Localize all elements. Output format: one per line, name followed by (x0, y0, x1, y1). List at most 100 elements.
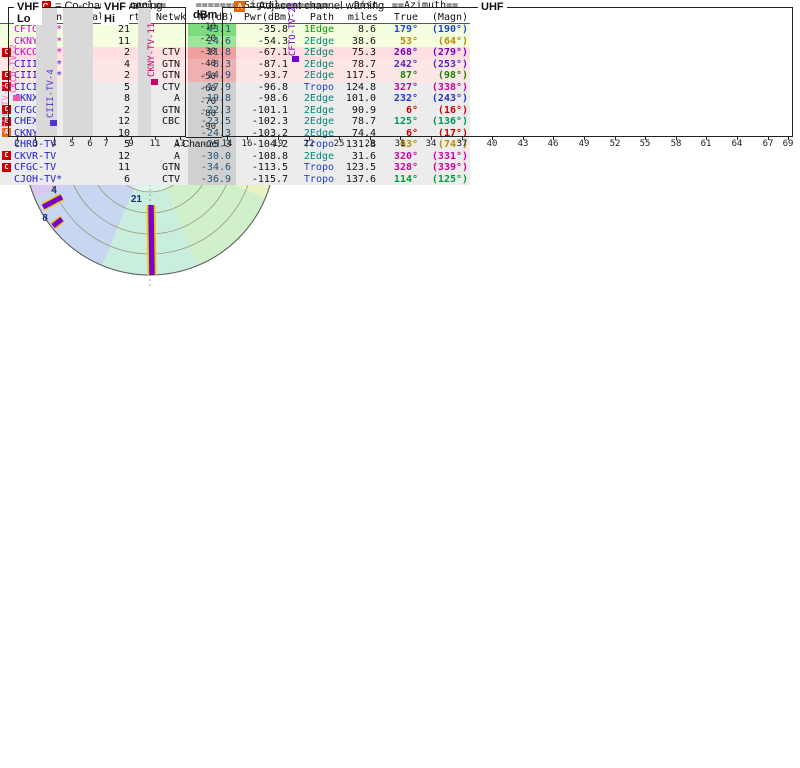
unused-channel-band (63, 8, 93, 137)
table-row: CJOH-TV* 6 CTV -36.9 -115.7 Tropo 137.6 … (0, 173, 471, 186)
network-cell: GTN (161, 70, 181, 81)
path-cell: Tropo (294, 82, 336, 94)
azimuth-true-cell: 6° (380, 105, 420, 117)
network-cell: GTN (161, 162, 181, 173)
warning-cell: C (0, 82, 12, 94)
azimuth-true-cell: 320° (380, 151, 420, 163)
callsign-link[interactable]: CHRO-TV (14, 139, 57, 150)
warning-badge: C (2, 151, 11, 160)
uhf-channel-ticks: 14 16 19 22 25 28 31 34 37 40 43 46 49 52 55 58 61 64 67 69 (0, 137, 800, 150)
channel-cell: 2 (123, 104, 130, 116)
callsign-cell: CFGC-TV (12, 162, 78, 174)
callsign-link[interactable]: CKVR-TV (14, 150, 57, 162)
nm-value: -30.0 (200, 150, 232, 162)
power-cell: -67.1 (257, 47, 289, 58)
channel-tick: 4 (47, 137, 61, 149)
power-cell: -104.2 (251, 139, 289, 150)
azimuth-true-cell: 327° (380, 82, 420, 94)
callsign-cell: CHRO-TV (12, 139, 78, 151)
nm-cell: -36.9 (188, 173, 237, 185)
callsign-link[interactable]: CJOH-TV* (14, 173, 63, 185)
channel-tick: 55 (639, 137, 651, 149)
signal-label-cfto-tv-21: CFTO-TV-21 (288, 1, 298, 56)
callsign-cell: CJOH-TV* (12, 174, 78, 186)
dbm-tick: -90 (199, 122, 216, 132)
signal-table: ==Channel== ========Signal======== Dist … (0, 0, 471, 186)
y-axis-label: dBm (193, 9, 218, 21)
adjacent-channel-badge: A (234, 1, 246, 12)
dbm-tick: -50 (199, 72, 216, 82)
header-blank (0, 0, 12, 12)
signal-marker-cfto-tv-21 (292, 56, 299, 62)
path-value: Tropo (303, 81, 335, 93)
power-cell: -35.8 (257, 24, 289, 35)
azimuth-magn-value: (125°) (431, 173, 469, 185)
channel-tick: 19 (272, 137, 284, 149)
callsign-link[interactable]: CICI-TV (14, 82, 56, 93)
channel-cell: 2 (123, 47, 130, 58)
bar-ch2-east (259, 141, 275, 147)
nm-cell: 11.8 (188, 47, 237, 59)
band-label-uhf: UHF (478, 1, 507, 13)
path-value: Tropo (303, 139, 335, 150)
azimuth-true-value: 232° (393, 93, 419, 104)
channel-tick: 5 (65, 137, 79, 149)
path-value: 2Edge (303, 150, 335, 162)
azimuth-true-value: 320° (393, 150, 419, 162)
bar-ch21 (148, 204, 155, 276)
callsign-link[interactable]: CHEX-TV (14, 116, 56, 127)
callsign-link[interactable]: CKNY-TV (14, 128, 56, 139)
azimuth-true-value: 242° (393, 58, 419, 70)
azimuth-true-value: 328° (393, 162, 419, 173)
callsign-cell: CKNY-TV (12, 128, 78, 140)
dbm-tick: -40 (199, 59, 216, 69)
callsign-cell: CKVR-TV (12, 151, 78, 163)
azimuth-true-cell: 63° (380, 139, 420, 151)
table-header-row-2: Callsign Real (Virt) Netwk NM(dB) Pwr(dB… (0, 11, 471, 24)
callsign-link[interactable]: CFGC-TV (14, 162, 57, 173)
path-value: Tropo (303, 162, 335, 173)
dbm-tick: -30 (199, 47, 216, 57)
callsign-link[interactable]: CKNX-TV (14, 93, 56, 104)
header-channel-group: ==Channel== (78, 0, 189, 12)
warning-badge: C (2, 47, 11, 57)
channel-cell: 11 (117, 162, 130, 173)
path-value: 2Edge (303, 58, 335, 70)
channel-tick: 22 (303, 137, 315, 149)
table-row: C CFGC-TV 11 GTN -34.6 -113.5 Tropo 123.… (0, 162, 471, 174)
header-path: Path (294, 11, 337, 24)
azimuth-magn-value: (136°) (431, 116, 469, 127)
path-cell: 2Edge (294, 70, 336, 82)
table-row: CIII-TV* 4 GTN -8.3 -87.1 2Edge 78.7 242… (0, 58, 471, 71)
dbm-tick: -60 (199, 84, 216, 94)
channel-tick: 43 (517, 137, 529, 149)
nm-cell: 43.1 (188, 23, 237, 36)
dbm-tick: -20 (199, 34, 216, 44)
azimuth-true-cell: 125° (380, 116, 420, 128)
channel-cell: 10 (117, 127, 130, 139)
distance-cell: 8.6 (357, 24, 377, 35)
azimuth-true-cell: 328° (380, 162, 420, 174)
nm-value: 24.6 (206, 35, 232, 47)
channel-tick: 3 (28, 137, 42, 149)
path-cell: 2Edge (294, 59, 336, 71)
warning-badge: C (2, 162, 11, 172)
callsign-link[interactable]: CFGC-TV (14, 105, 56, 116)
channel-tick: 2 (10, 137, 24, 149)
warning-badge: C (2, 116, 11, 126)
distance-cell: 78.7 (351, 58, 377, 70)
unused-channel-band (36, 8, 57, 137)
path-value: 2Edge (303, 116, 335, 127)
network-cell: GTN (161, 104, 181, 116)
nm-cell: 24.6 (188, 35, 237, 47)
co-channel-badge: C (40, 1, 51, 12)
azimuth-true-cell: 6° (380, 128, 420, 140)
channel-tick: 7 (99, 137, 113, 149)
distance-cell: 74.4 (351, 127, 377, 139)
channel-tick: 52 (609, 137, 621, 149)
azimuth-magn-cell: (74°) (420, 139, 470, 151)
azimuth-true-cell: 232° (380, 93, 420, 105)
azimuth-magn-cell: (253°) (420, 59, 470, 71)
network-cell: A (173, 93, 181, 104)
nm-value: 11.8 (206, 47, 232, 58)
